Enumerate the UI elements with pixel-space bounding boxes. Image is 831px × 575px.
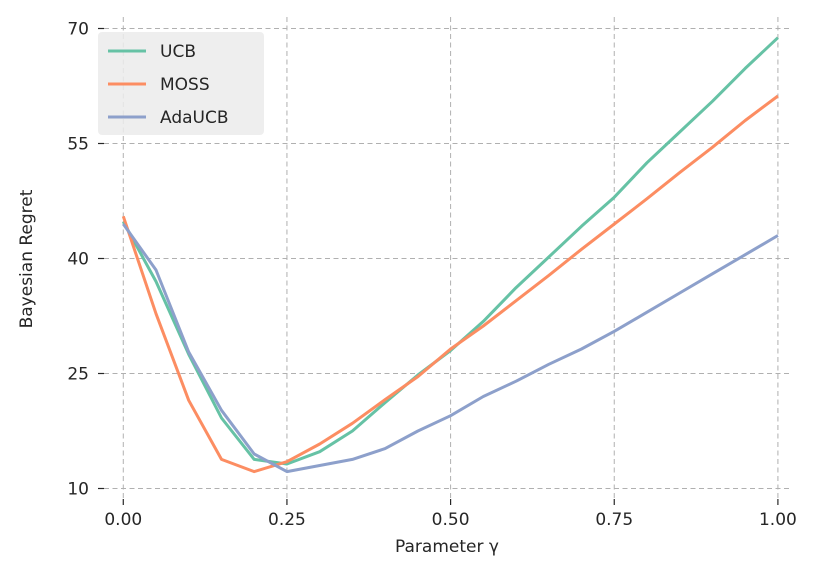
x-tick-label: 0.25 xyxy=(268,510,306,530)
y-tick-label: 10 xyxy=(67,480,89,500)
x-tick-label: 1.00 xyxy=(759,510,797,530)
series-lines xyxy=(121,36,779,474)
x-axis-label: Parameter γ xyxy=(395,537,499,557)
series-line-adaucb xyxy=(122,223,779,474)
grid xyxy=(104,17,791,500)
y-tick-label: 55 xyxy=(67,135,89,155)
legend-label-adaucb: AdaUCB xyxy=(160,108,229,128)
y-tick-label: 40 xyxy=(67,250,89,270)
legend: UCB MOSS AdaUCB xyxy=(98,32,264,135)
series-line-moss xyxy=(121,94,779,474)
legend-background xyxy=(98,32,264,135)
legend-label-ucb: UCB xyxy=(160,42,196,62)
y-axis-label: Bayesian Regret xyxy=(17,189,37,328)
x-tick-label: 0.75 xyxy=(595,510,633,530)
x-tick-label: 0.00 xyxy=(104,510,142,530)
x-tick-label: 0.50 xyxy=(432,510,470,530)
y-tick-label: 70 xyxy=(67,20,89,40)
legend-label-moss: MOSS xyxy=(160,75,210,95)
y-tick-label: 25 xyxy=(67,365,89,385)
axis-ticks: 0.00 0.25 0.50 0.75 1.00 10 25 40 55 70 xyxy=(67,20,796,531)
